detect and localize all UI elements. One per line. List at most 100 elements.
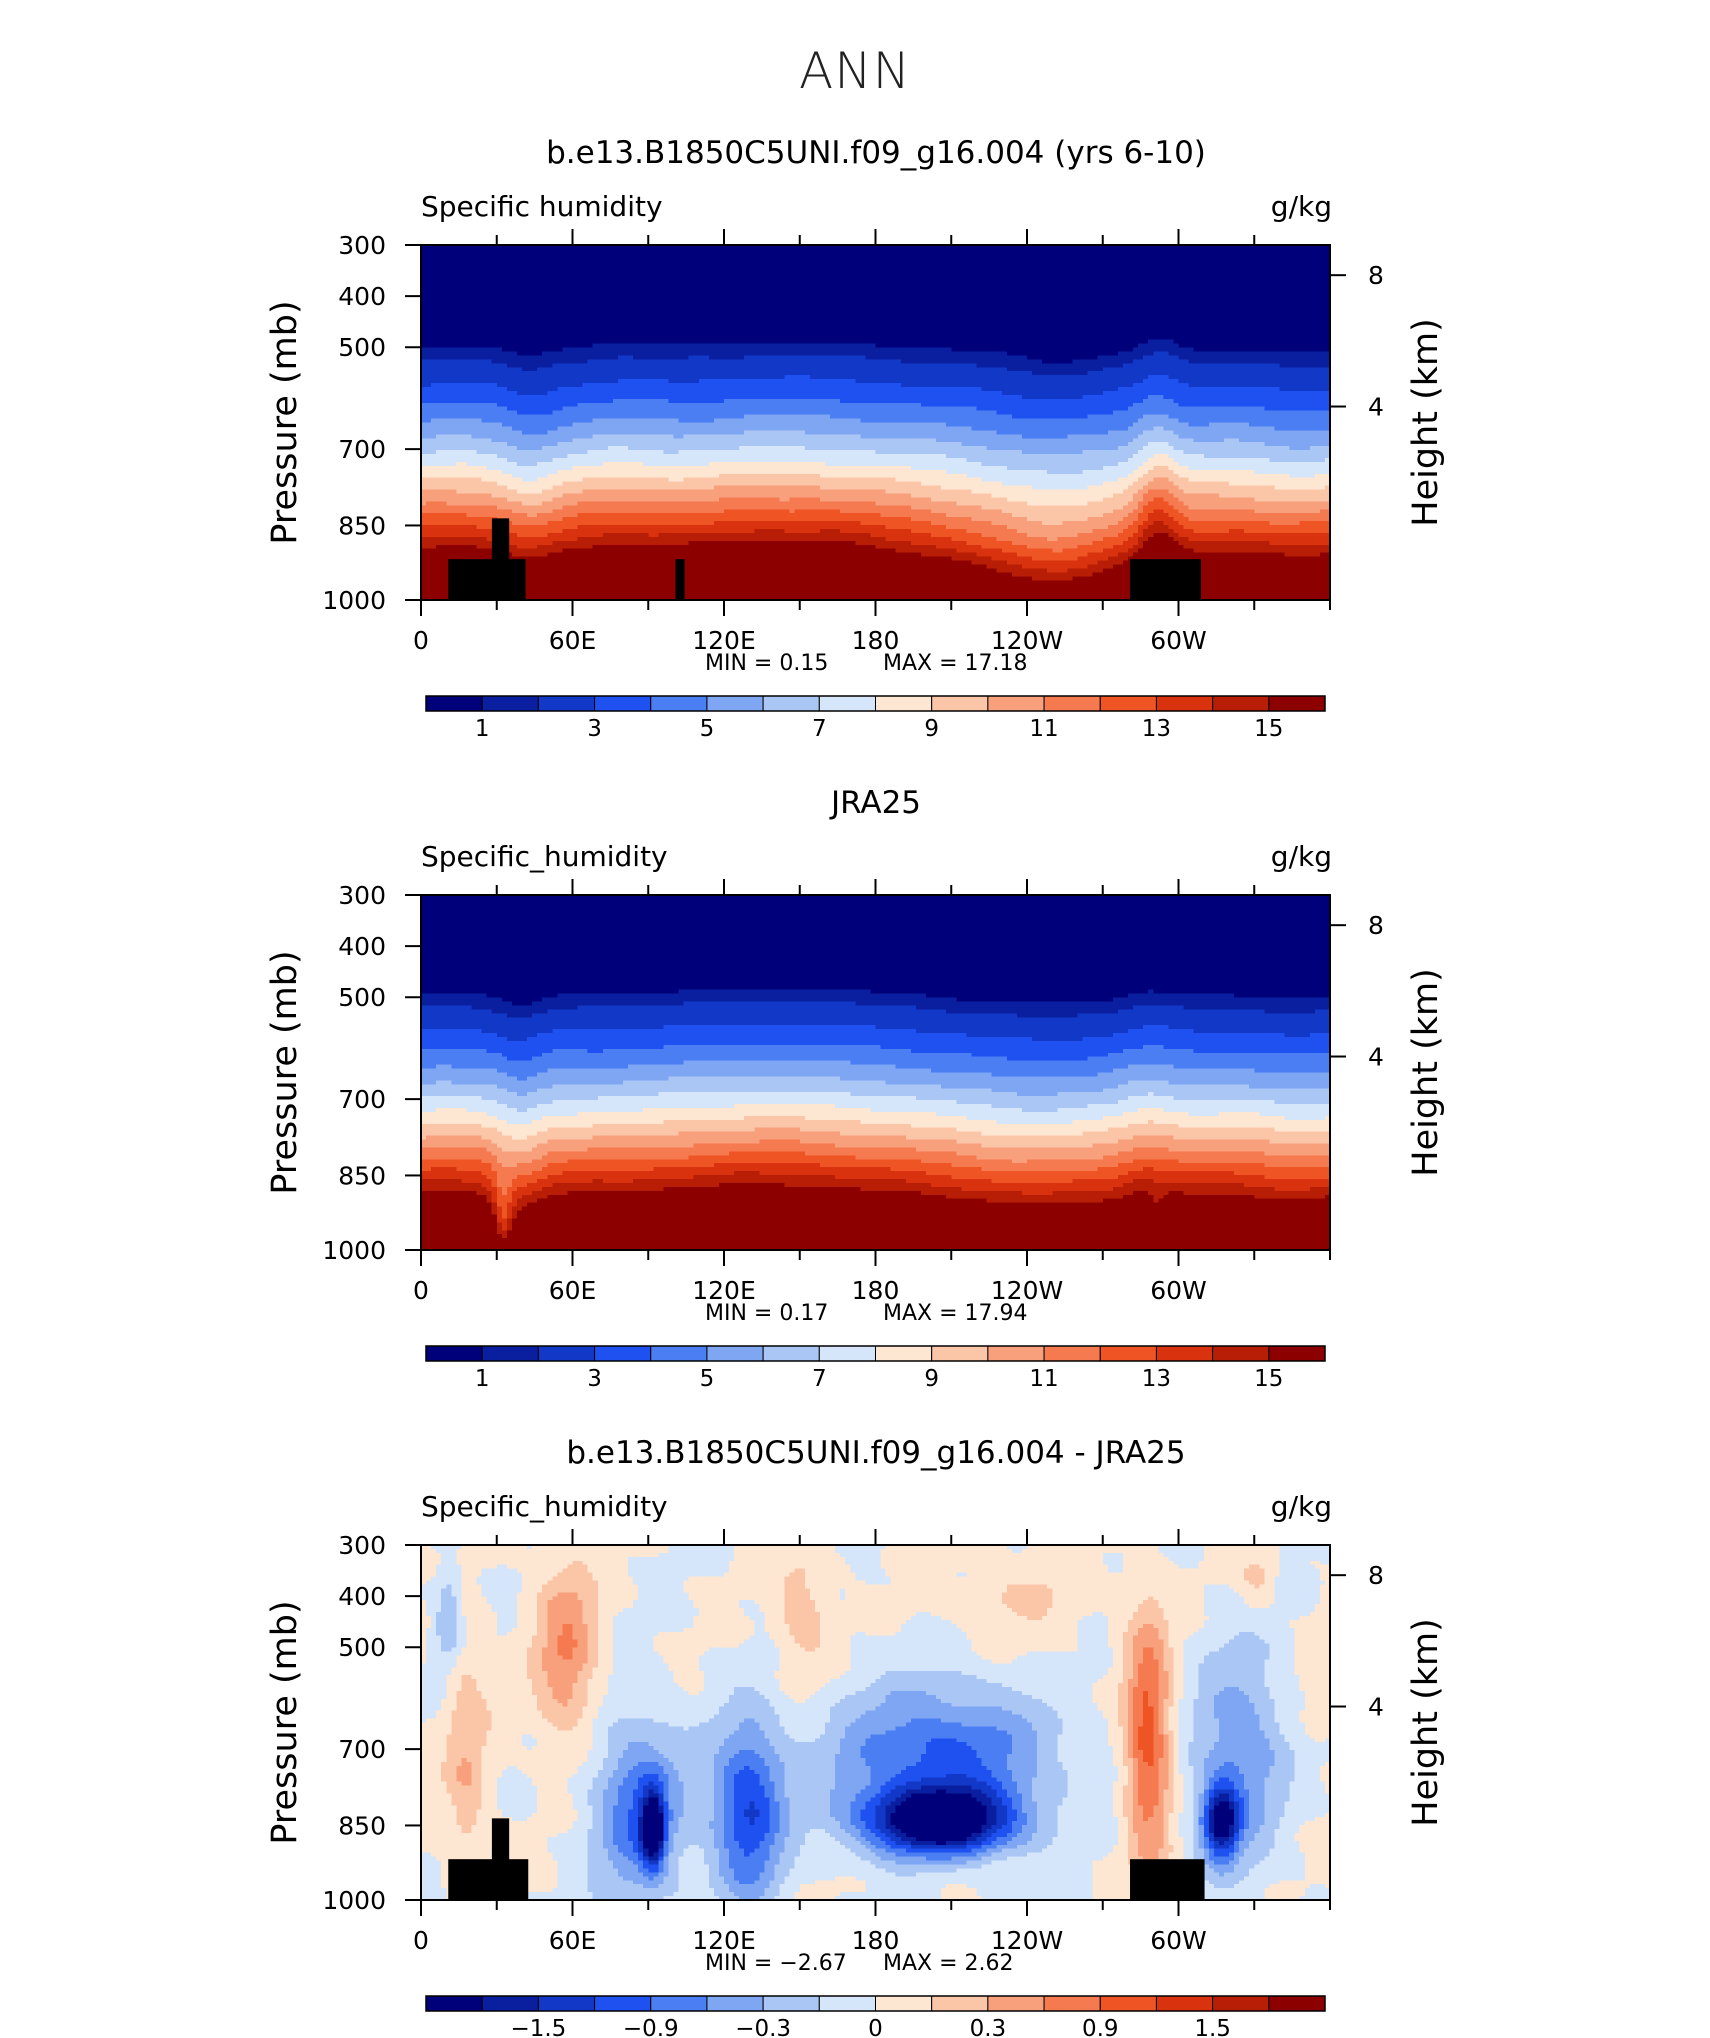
contour-cell (769, 320, 775, 325)
contour-cell (1128, 284, 1134, 289)
contour-cell (1249, 328, 1255, 333)
contour-cell (1047, 261, 1053, 266)
contour-cell (618, 284, 624, 289)
contour-cell (1143, 292, 1149, 297)
contour-cell (1042, 300, 1048, 305)
contour-cell (1234, 269, 1240, 274)
contour-cell (547, 296, 553, 301)
contour-cell (1295, 281, 1301, 286)
contour-cell (1229, 265, 1235, 270)
contour-cell (1118, 273, 1124, 278)
contour-cell (1290, 316, 1296, 321)
contour-cell (472, 328, 478, 333)
contour-cell (941, 284, 947, 289)
contour-cell (1113, 249, 1119, 254)
contour-cell (951, 277, 957, 282)
contour-cell (552, 316, 558, 321)
contour-cell (633, 296, 639, 301)
contour-cell (1017, 269, 1023, 274)
contour-cell (1143, 261, 1149, 266)
contour-cell (648, 253, 654, 258)
contour-cell (1320, 320, 1326, 325)
contour-cell (1153, 304, 1159, 309)
contour-cell (800, 265, 806, 270)
contour-cell (719, 288, 725, 293)
contour-cell (1042, 249, 1048, 254)
contour-cell (436, 308, 442, 313)
contour-cell (1098, 277, 1104, 282)
contour-cell (522, 296, 528, 301)
contour-cell (1062, 304, 1068, 309)
contour-cell (1083, 308, 1089, 313)
contour-cell (1300, 288, 1306, 293)
contour-cell (704, 296, 710, 301)
contour-cell (1300, 324, 1306, 329)
contour-cell (860, 316, 866, 321)
contour-cell (845, 257, 851, 262)
contour-cell (1219, 284, 1225, 289)
contour-cell (1078, 261, 1084, 266)
contour-cell (961, 284, 967, 289)
contour-cell (668, 257, 674, 262)
contour-cell (1148, 324, 1154, 329)
contour-cell (1072, 269, 1078, 274)
contour-cell (456, 269, 462, 274)
contour-cell (805, 281, 811, 286)
contour-cell (623, 304, 629, 309)
contour-cell (931, 277, 937, 282)
contour-cell (977, 253, 983, 258)
contour-cell (487, 300, 493, 305)
contour-cell (431, 312, 437, 317)
contour-cell (971, 269, 977, 274)
contour-cell (684, 320, 690, 325)
contour-cell (961, 292, 967, 297)
contour-cell (719, 265, 725, 270)
contour-cell (633, 249, 639, 254)
contour-cell (461, 328, 467, 333)
contour-cell (1047, 300, 1053, 305)
contour-cell (790, 300, 796, 305)
contour-cell (724, 308, 730, 313)
contour-cell (1179, 284, 1185, 289)
contour-cell (567, 296, 573, 301)
contour-cell (870, 253, 876, 258)
contour-cell (512, 253, 518, 258)
contour-cell (507, 308, 513, 313)
contour-cell (451, 261, 457, 266)
contour-cell (1229, 253, 1235, 258)
contour-cell (704, 328, 710, 333)
contour-cell (1133, 288, 1139, 293)
contour-cell (507, 281, 513, 286)
contour-cell (552, 277, 558, 282)
contour-cell (1249, 300, 1255, 305)
contour-cell (1108, 273, 1114, 278)
contour-cell (1002, 300, 1008, 305)
contour-cell (1274, 316, 1280, 321)
contour-cell (1259, 292, 1265, 297)
contour-cell (487, 324, 493, 329)
contour-cell (562, 308, 568, 313)
contour-cell (542, 328, 548, 333)
contour-cell (1269, 261, 1275, 266)
contour-cell (1093, 288, 1099, 293)
contour-cell (860, 320, 866, 325)
contour-cell (951, 292, 957, 297)
contour-cell (643, 288, 649, 293)
contour-cell (734, 304, 740, 309)
contour-cell (598, 261, 604, 266)
contour-cell (790, 304, 796, 309)
contour-cell (1219, 324, 1225, 329)
contour-cell (653, 269, 659, 274)
contour-cell (744, 261, 750, 266)
contour-cell (744, 304, 750, 309)
contour-cell (1280, 261, 1286, 266)
contour-cell (739, 265, 745, 270)
contour-cell (573, 296, 579, 301)
contour-cell (1148, 269, 1154, 274)
contour-cell (1052, 300, 1058, 305)
contour-cell (517, 304, 523, 309)
contour-cell (1254, 312, 1260, 317)
contour-cell (557, 308, 563, 313)
contour-cell (860, 253, 866, 258)
contour-cell (562, 277, 568, 282)
